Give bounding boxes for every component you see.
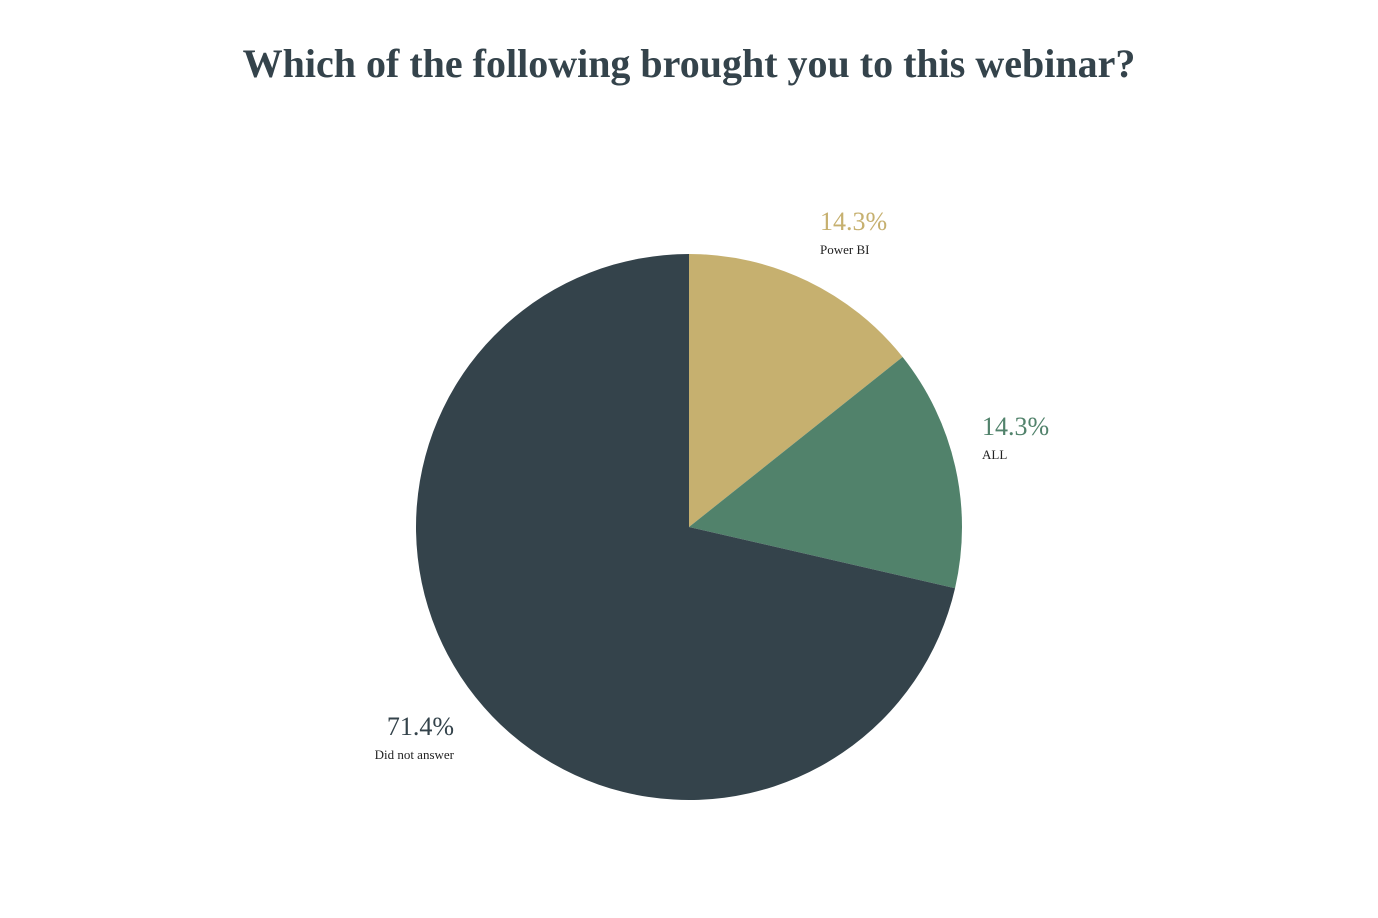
slice-percent-label: 14.3% (982, 412, 1049, 441)
chart-title: Which of the following brought you to th… (242, 41, 1136, 86)
slice-percent-label: 14.3% (820, 207, 887, 236)
slice-category-label: Power BI (820, 242, 869, 257)
pie-slice-did-not-answer (415, 254, 956, 800)
slice-category-label: ALL (982, 447, 1007, 462)
pie-slice-all (689, 356, 962, 589)
slice-percent-label: 71.4% (387, 712, 454, 741)
slice-category-label: Did not answer (375, 747, 455, 762)
pie-slice-power-bi (689, 254, 903, 527)
